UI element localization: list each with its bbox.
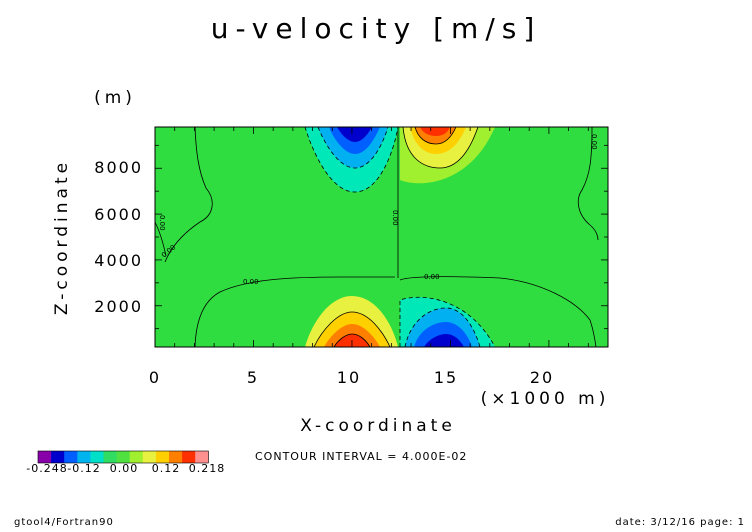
x-axis-label: X-coordinate bbox=[300, 416, 456, 436]
x-unit-label: (×1000 m) bbox=[481, 389, 610, 409]
chart-title: u-velocity [m/s] bbox=[211, 12, 542, 45]
x-tick-label: 15 bbox=[434, 368, 458, 387]
colorbar-swatch bbox=[90, 451, 104, 463]
solid-bottom-2 bbox=[333, 333, 371, 347]
dash-bottom-1 bbox=[399, 296, 496, 347]
colorbar-swatch bbox=[38, 451, 52, 463]
colorbar-label: 0.218 bbox=[189, 462, 226, 475]
footer-left: gtool4/Fortran90 bbox=[14, 517, 114, 528]
colorbar-swatch bbox=[142, 451, 157, 463]
footer-right: date: 3/12/16 page: 1 bbox=[615, 517, 745, 528]
zero-contour-left bbox=[164, 127, 213, 263]
contour-interval: CONTOUR INTERVAL = 4.000E-02 bbox=[255, 450, 467, 463]
zero-contours bbox=[155, 127, 599, 347]
colorbar-swatch bbox=[51, 451, 65, 463]
colorbar-swatch bbox=[116, 451, 131, 463]
contour-label: 0.00 bbox=[590, 134, 598, 150]
bottom-neg-level-4 bbox=[424, 334, 464, 347]
colorbar-swatch bbox=[103, 451, 118, 463]
y-axis-label: Z-coordinate bbox=[52, 159, 72, 315]
x-tick-label: 0 bbox=[149, 368, 161, 387]
colorbar-swatch bbox=[64, 451, 78, 463]
colorbar-swatch bbox=[155, 451, 170, 463]
positive-contours bbox=[313, 127, 479, 347]
axis-ticks bbox=[154, 127, 609, 347]
solid-top-2 bbox=[414, 127, 457, 145]
x-tick-label: 10 bbox=[337, 368, 361, 387]
solid-top-1 bbox=[402, 127, 479, 169]
dash-top-1 bbox=[304, 127, 399, 193]
contour-label: 0.00 bbox=[391, 210, 399, 226]
colorbar-labels: -0.248 -0.12 0.00 0.12 0.218 bbox=[26, 462, 226, 475]
colorbar bbox=[37, 450, 209, 464]
negative-contours bbox=[304, 127, 496, 347]
colorbar-label: -0.248 bbox=[26, 462, 67, 475]
plot-area: 0.00 0.00 0.00 0.00 0.00 0.00 bbox=[155, 127, 608, 347]
dash-top-2 bbox=[317, 127, 389, 169]
colorbar-swatch bbox=[77, 451, 91, 463]
top-neg-level-4 bbox=[337, 127, 372, 142]
y-tick-label: 2000 bbox=[94, 297, 143, 316]
zero-contour-left-edge bbox=[155, 221, 167, 257]
x-tick-labels: 0 5 10 15 20 bbox=[149, 368, 554, 387]
zero-contour-bottom-left bbox=[194, 276, 395, 347]
zero-contour-bottom-right bbox=[399, 276, 597, 347]
colorbar-label: 0.00 bbox=[110, 462, 139, 475]
colorbar-label: -0.12 bbox=[67, 462, 100, 475]
x-tick-label: 20 bbox=[530, 368, 554, 387]
contour-label: 0.00 bbox=[424, 273, 440, 281]
colorbar-swatch bbox=[195, 451, 209, 463]
contour-label: 0.00 bbox=[158, 215, 166, 231]
colorbar-frame bbox=[37, 450, 209, 464]
y-unit-label: (m) bbox=[94, 88, 136, 108]
x-tick-label: 5 bbox=[247, 368, 259, 387]
y-tick-labels: 2000 4000 6000 8000 bbox=[94, 158, 143, 316]
y-tick-label: 8000 bbox=[94, 158, 143, 177]
zero-contour-right bbox=[577, 127, 599, 241]
y-tick-label: 4000 bbox=[94, 251, 143, 270]
top-pos-level-5 bbox=[420, 127, 450, 136]
colorbar-swatch bbox=[169, 451, 183, 463]
colorbar-label: 0.12 bbox=[152, 462, 181, 475]
colorbar-swatch bbox=[129, 451, 144, 463]
colorbar-swatch bbox=[182, 451, 196, 463]
solid-bottom-1 bbox=[313, 311, 391, 347]
y-tick-label: 6000 bbox=[94, 205, 143, 224]
contour-label: 0.00 bbox=[243, 278, 259, 286]
